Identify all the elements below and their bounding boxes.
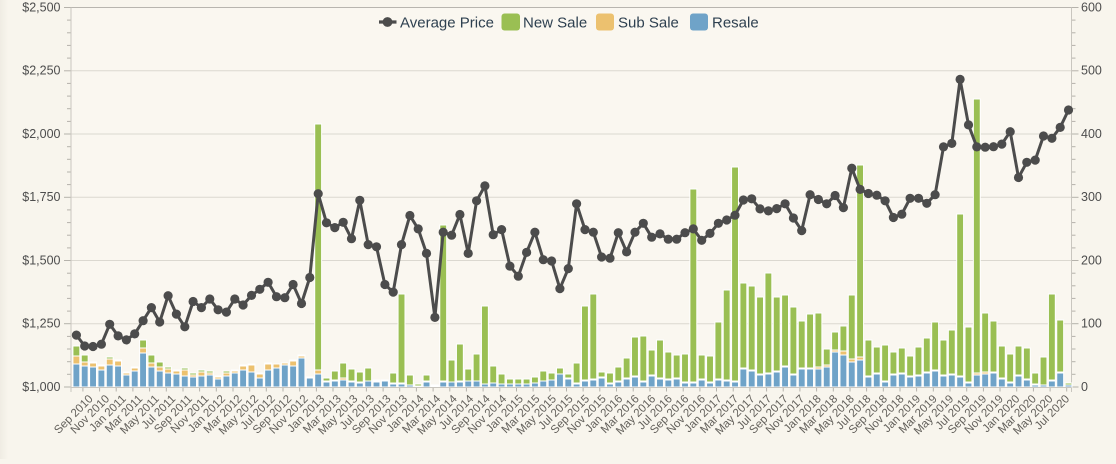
svg-text:$1,750: $1,750 xyxy=(22,190,60,204)
svg-text:Average Price: Average Price xyxy=(400,15,494,32)
svg-text:300: 300 xyxy=(1081,190,1102,204)
svg-text:600: 600 xyxy=(1081,0,1102,14)
svg-text:Sub Sale: Sub Sale xyxy=(618,15,679,32)
svg-text:$2,000: $2,000 xyxy=(22,127,60,141)
svg-text:New Sale: New Sale xyxy=(523,15,587,32)
svg-text:$1,250: $1,250 xyxy=(22,317,60,331)
svg-text:0: 0 xyxy=(1081,380,1088,394)
svg-text:$1,500: $1,500 xyxy=(22,253,60,267)
svg-text:100: 100 xyxy=(1081,317,1102,331)
svg-text:200: 200 xyxy=(1081,253,1102,267)
svg-text:$2,250: $2,250 xyxy=(22,64,60,78)
svg-text:400: 400 xyxy=(1081,127,1102,141)
svg-text:Resale: Resale xyxy=(712,15,759,32)
svg-text:500: 500 xyxy=(1081,64,1102,78)
svg-text:$2,500: $2,500 xyxy=(22,0,60,14)
svg-text:$1,000: $1,000 xyxy=(22,380,60,394)
